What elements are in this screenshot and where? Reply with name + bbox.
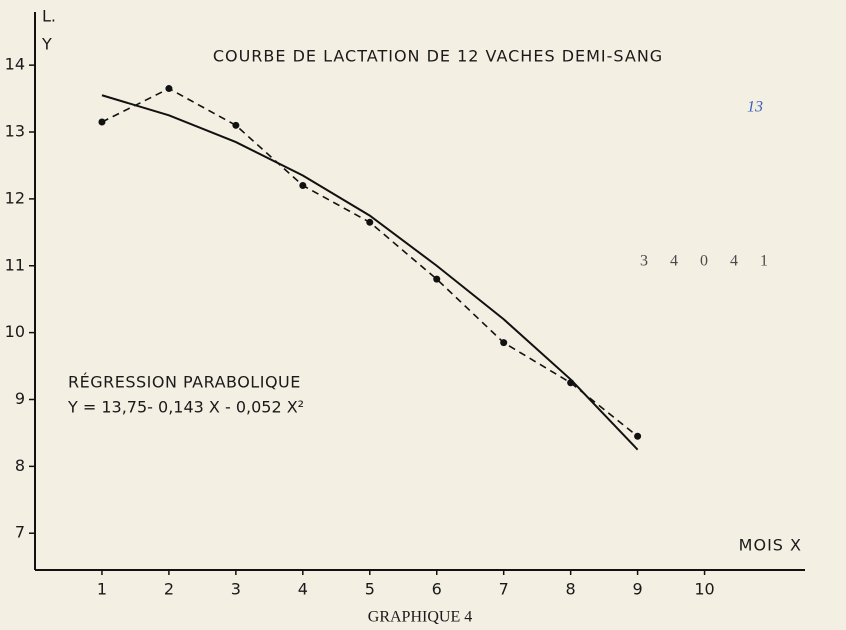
y-tick-label: 7 (15, 523, 25, 542)
data-point (299, 182, 307, 190)
stamp-number: 34041 (640, 253, 790, 270)
data-point (165, 85, 173, 93)
x-tick-label: 6 (432, 580, 442, 599)
x-tick-label: 9 (633, 580, 643, 599)
series-line (101, 94, 639, 451)
x-tick-label: 5 (365, 580, 375, 599)
chart-title: COURBE DE LACTATION DE 12 VACHES DEMI-SA… (213, 47, 663, 66)
x-tick-label: 1 (97, 580, 107, 599)
data-point (366, 218, 374, 226)
y-tick-label: 14 (5, 55, 25, 74)
y-tick-label: 10 (5, 322, 25, 341)
x-tick-label: 8 (566, 580, 576, 599)
data-point (500, 339, 508, 347)
data-point (98, 118, 106, 126)
y-tick-label: 11 (5, 255, 25, 274)
caption: GRAPHIQUE 4 (368, 609, 472, 626)
x-tick-label: 10 (694, 580, 714, 599)
x-tick-label: 4 (298, 580, 308, 599)
y-axis-label: Y (41, 35, 52, 54)
data-point (232, 121, 240, 129)
x-tick-label: 2 (164, 580, 174, 599)
annotation: RÉGRESSION PARABOLIQUE (68, 373, 301, 392)
y-axis-label: L. (42, 7, 56, 26)
x-axis-label: MOIS X (739, 536, 802, 555)
data-point (634, 432, 642, 440)
annotation: Y = 13,75- 0,143 X - 0,052 X² (67, 398, 304, 417)
handwritten-number: 13 (747, 99, 763, 116)
y-tick-label: 13 (5, 122, 25, 141)
x-tick-label: 3 (231, 580, 241, 599)
data-point (433, 275, 441, 283)
y-tick-label: 12 (5, 188, 25, 207)
y-tick-label: 9 (15, 389, 25, 408)
y-tick-label: 8 (15, 456, 25, 475)
x-tick-label: 7 (499, 580, 509, 599)
